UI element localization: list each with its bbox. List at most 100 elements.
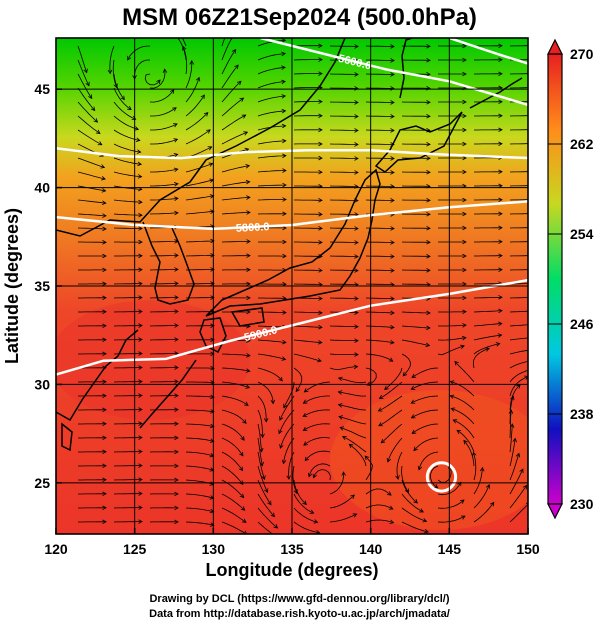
streamline (221, 353, 250, 356)
streamline-arrow (339, 426, 345, 431)
streamline-arrow (282, 211, 287, 217)
streamline (257, 465, 268, 493)
streamline-arrow (318, 99, 323, 104)
streamline (257, 170, 287, 173)
streamline-arrow (390, 296, 395, 301)
streamline (185, 493, 214, 499)
streamline-arrow (138, 365, 143, 370)
streamline-arrow (88, 94, 93, 100)
streamline (401, 325, 430, 329)
streamline-arrow (318, 155, 323, 161)
streamline (303, 437, 331, 446)
streamline (453, 419, 475, 439)
streamline-arrow (462, 211, 467, 217)
streamline-arrow (246, 253, 251, 258)
coastline-china-manchuria (56, 38, 346, 237)
streamline (185, 269, 215, 271)
streamline-arrow (307, 472, 313, 478)
streamline (257, 507, 278, 529)
streamline-arrow (459, 499, 465, 504)
streamline-arrow (137, 161, 143, 167)
streamline-arrow (245, 179, 251, 185)
x-tick-label: 150 (516, 541, 540, 557)
streamline (150, 168, 178, 173)
streamline (113, 493, 143, 495)
streamline-arrow (534, 268, 538, 272)
streamline-arrow (378, 394, 384, 399)
streamline (329, 171, 358, 173)
streamline-arrow (138, 351, 143, 356)
streamline (401, 311, 431, 314)
streamline-arrow (426, 72, 431, 77)
streamline (293, 325, 323, 328)
streamline-arrow (138, 267, 143, 272)
streamline-arrow (102, 519, 107, 525)
streamline-arrow (534, 348, 538, 352)
streamline-arrow (102, 281, 107, 287)
streamline (257, 521, 274, 534)
streamline-arrow (270, 512, 276, 518)
streamline-arrow (318, 240, 323, 245)
streamline-arrow (102, 351, 107, 357)
streamline-arrow (138, 239, 143, 245)
streamline-arrow (242, 419, 247, 424)
streamline-arrow (426, 268, 431, 273)
streamline (113, 171, 142, 178)
streamline-arrow (534, 240, 538, 244)
streamline-arrow (534, 142, 538, 146)
streamline-arrow (279, 416, 284, 421)
streamline-arrow (380, 438, 386, 444)
streamline (185, 210, 214, 215)
streamline-arrow (102, 491, 107, 497)
streamline-arrow (411, 429, 417, 435)
streamline-arrow (173, 138, 179, 143)
streamline (113, 325, 143, 327)
streamline (304, 450, 331, 461)
streamline-arrow (102, 407, 107, 413)
streamline (509, 453, 520, 481)
streamline-arrow (425, 342, 431, 348)
coastline-ryukyu (139, 359, 197, 429)
streamline-arrow (246, 195, 251, 200)
streamline-arrow (174, 407, 179, 412)
streamline-arrow (390, 226, 395, 231)
streamline-arrow (462, 281, 467, 287)
streamline-arrow (239, 451, 244, 457)
x-tick-label: 145 (438, 541, 462, 557)
streamline (185, 112, 209, 131)
streamline-arrow (318, 324, 323, 330)
streamline-arrow (426, 254, 431, 259)
streamline-arrow (138, 226, 143, 231)
streamline-arrow (206, 129, 211, 134)
streamline-arrow (510, 395, 515, 401)
streamline-arrow (189, 60, 195, 65)
streamline (113, 409, 143, 411)
streamline (401, 507, 427, 522)
streamline-arrow (127, 55, 132, 61)
colorbar-tick-label: 270 (570, 46, 594, 62)
streamline (329, 143, 359, 145)
streamline (221, 131, 248, 145)
streamline-arrow (282, 182, 287, 188)
streamline (257, 39, 286, 47)
streamline-arrow (534, 295, 538, 299)
streamline-arrow (239, 480, 244, 485)
streamline-arrow (395, 475, 400, 480)
streamline-arrow (246, 281, 251, 287)
streamline-arrow (107, 69, 113, 75)
coastline-taiwan (61, 422, 73, 452)
streamline (257, 409, 264, 438)
streamline-arrow (278, 376, 283, 382)
streamline-arrow (318, 57, 323, 62)
streamline (280, 423, 295, 449)
streamline (379, 381, 403, 399)
streamline (113, 367, 143, 369)
streamline-arrow (302, 412, 308, 417)
streamline (509, 255, 528, 257)
streamline (257, 451, 265, 480)
streamline-arrow (138, 505, 143, 510)
streamline (185, 240, 215, 243)
streamline-arrow (462, 113, 467, 119)
streamline-arrow (138, 309, 143, 314)
streamline-arrow (390, 114, 395, 119)
